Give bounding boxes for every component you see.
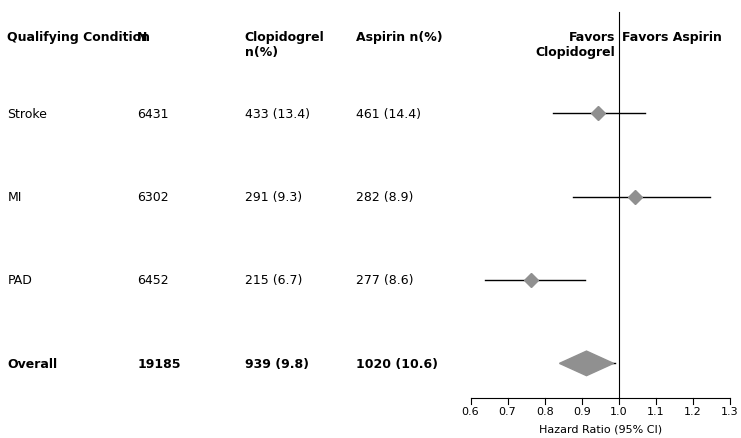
Text: 277 (8.6): 277 (8.6)	[356, 274, 413, 287]
Text: PAD: PAD	[7, 274, 33, 287]
Text: N: N	[137, 31, 147, 44]
Text: MI: MI	[7, 191, 21, 204]
Text: 6431: 6431	[137, 107, 169, 120]
Text: 0.7: 0.7	[499, 406, 516, 417]
Text: Overall: Overall	[7, 357, 58, 370]
Text: Hazard Ratio (95% CI): Hazard Ratio (95% CI)	[539, 424, 662, 434]
Text: 1020 (10.6): 1020 (10.6)	[356, 357, 438, 370]
Text: 0.8: 0.8	[536, 406, 554, 417]
Text: Aspirin n(%): Aspirin n(%)	[356, 31, 442, 44]
Text: 1.1: 1.1	[647, 406, 665, 417]
Text: 1.3: 1.3	[721, 406, 739, 417]
Text: Qualifying Condition: Qualifying Condition	[7, 31, 150, 44]
Text: 1.2: 1.2	[684, 406, 702, 417]
Polygon shape	[559, 351, 614, 376]
Text: 6452: 6452	[137, 274, 169, 287]
Text: 19185: 19185	[137, 357, 181, 370]
Text: Stroke: Stroke	[7, 107, 47, 120]
Text: 433 (13.4): 433 (13.4)	[245, 107, 310, 120]
Text: 0.6: 0.6	[462, 406, 479, 417]
Text: 282 (8.9): 282 (8.9)	[356, 191, 413, 204]
Text: 6302: 6302	[137, 191, 169, 204]
Text: 1.0: 1.0	[610, 406, 628, 417]
Text: Favors Aspirin: Favors Aspirin	[622, 31, 722, 44]
Text: Favors
Clopidogrel: Favors Clopidogrel	[535, 31, 615, 59]
Text: 461 (14.4): 461 (14.4)	[356, 107, 421, 120]
Text: 291 (9.3): 291 (9.3)	[245, 191, 302, 204]
Text: Clopidogrel
n(%): Clopidogrel n(%)	[245, 31, 325, 59]
Text: 215 (6.7): 215 (6.7)	[245, 274, 302, 287]
Text: 939 (9.8): 939 (9.8)	[245, 357, 308, 370]
Text: 0.9: 0.9	[573, 406, 591, 417]
